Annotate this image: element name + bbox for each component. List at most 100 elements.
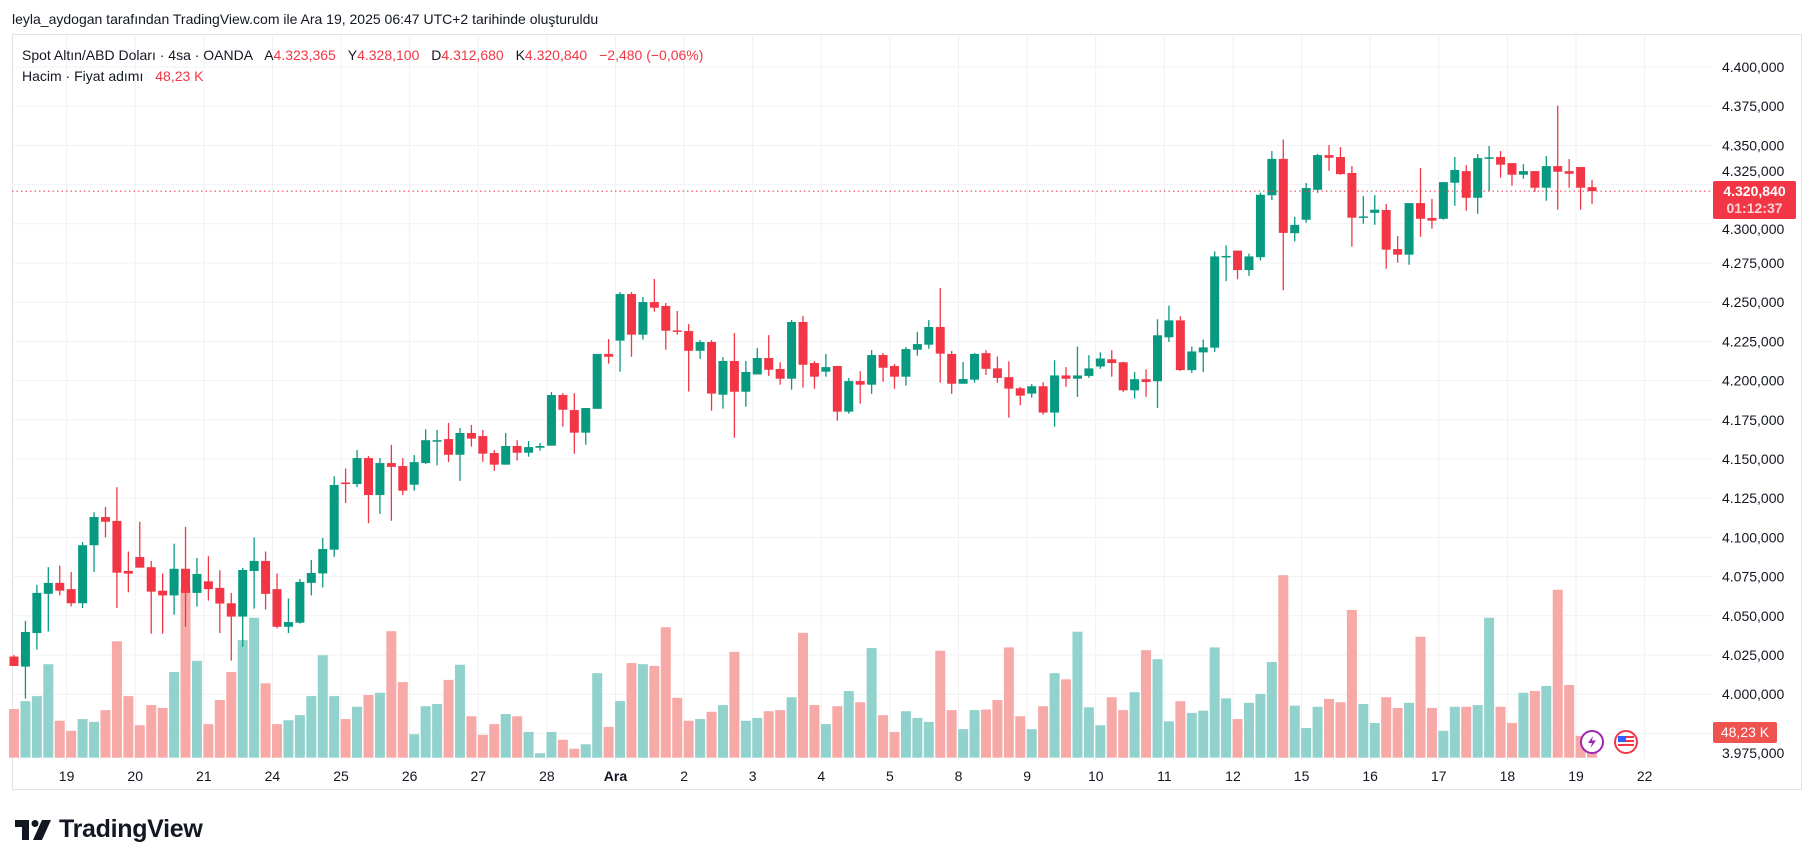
candle (192, 557, 202, 607)
candle (1198, 339, 1208, 373)
volume-bar (111, 641, 122, 758)
volume-bar (203, 724, 214, 758)
volume-bar (512, 716, 523, 758)
volume-bar (397, 682, 408, 758)
candle (1507, 163, 1517, 186)
candle (1404, 203, 1414, 265)
candle-body (283, 622, 293, 627)
volume-bar (1495, 706, 1506, 758)
candle-body (432, 440, 442, 442)
candle-body (1050, 375, 1060, 413)
tradingview-logo[interactable]: TradingView (15, 815, 203, 844)
volume-bar (1484, 617, 1495, 758)
candle (1530, 171, 1540, 192)
volume-bar (912, 717, 923, 758)
candle (1427, 199, 1437, 229)
open-value: 4.323,365 (273, 47, 336, 63)
volume-bar (866, 647, 877, 758)
candle (1553, 105, 1563, 210)
volume-bar (191, 660, 202, 758)
candle-body (1061, 375, 1071, 379)
candle-body (649, 302, 659, 308)
candle (798, 315, 808, 388)
volume-bar (1209, 647, 1220, 758)
candle-body (844, 381, 854, 412)
candle (1267, 151, 1277, 201)
candle-body (123, 570, 133, 574)
time-axis[interactable]: 19 20 21 24 25 26 27 28 Ara 2 3 4 5 8 9 10 11 12 15 16 17 18 1… (59, 768, 1653, 784)
candle-body (1553, 166, 1563, 172)
candle-body (466, 432, 476, 439)
price-tick-label: 4.275,000 (1722, 255, 1784, 271)
last-price-tag: 4.320,840 01:12:37 (1713, 181, 1796, 219)
candle-body (1370, 209, 1380, 213)
candle (718, 357, 728, 409)
volume-bar (1243, 702, 1254, 758)
candle-body (1118, 362, 1128, 391)
candle (661, 302, 671, 350)
volume-bar (1289, 705, 1300, 758)
candle-body (592, 353, 602, 409)
candle (1370, 195, 1380, 225)
candle (832, 366, 842, 421)
candle-body (1210, 256, 1220, 348)
volume-bar (1324, 698, 1335, 758)
price-tick-label: 4.325,000 (1722, 163, 1784, 179)
candle (912, 331, 922, 356)
volume-indicator-title[interactable]: Hacim · Fiyat adımı (22, 68, 144, 84)
candle (649, 278, 659, 312)
bar-countdown: 01:12:37 (1726, 200, 1783, 216)
candle-body (89, 517, 99, 546)
candle-body (272, 589, 282, 627)
open-label: A (264, 47, 274, 63)
us-flag-icon[interactable] (1614, 730, 1638, 754)
candle-body (695, 342, 705, 351)
candle-body (878, 355, 888, 368)
candle (1164, 305, 1174, 342)
volume-bar (1072, 631, 1083, 758)
price-axis[interactable]: 4.400,000 4.375,000 4.350,000 4.325,000 4.30… (1722, 59, 1784, 761)
volume-bar (763, 711, 774, 758)
volume-bar (1541, 686, 1552, 758)
candle-body (1301, 188, 1311, 220)
volume-bar (1518, 692, 1529, 758)
candle (1564, 159, 1574, 188)
volume-bar (420, 706, 431, 758)
candle-body (1530, 171, 1540, 188)
volume-bar (249, 617, 260, 758)
candle (1255, 192, 1265, 261)
candle (1027, 384, 1037, 398)
volume-bar (43, 664, 54, 758)
time-tick-label: 11 (1157, 768, 1172, 784)
volume-bar (878, 715, 889, 758)
symbol-title[interactable]: Spot Altın/ABD Doları · 4sa · OANDA (22, 47, 253, 63)
candle (55, 565, 65, 596)
volume-bar (31, 696, 42, 758)
candle (215, 570, 225, 634)
volume-bar (466, 716, 477, 758)
candle (592, 353, 602, 409)
candle-body (135, 557, 145, 568)
volume-bar (1506, 722, 1517, 758)
candle (1576, 167, 1586, 210)
candle-body (1393, 249, 1403, 255)
candle-body (1576, 167, 1586, 188)
volume-bar (1404, 702, 1415, 758)
candle-body (32, 592, 42, 634)
volume-bar (374, 692, 385, 758)
candle-body (512, 445, 522, 453)
candle-body (581, 408, 591, 433)
tradingview-logo-icon (15, 819, 51, 840)
price-tick-label: 3.975,000 (1722, 745, 1784, 761)
candle-body (867, 355, 877, 385)
candle-body (398, 466, 408, 491)
volume-bar (832, 706, 843, 758)
lightning-icon[interactable] (1580, 730, 1604, 754)
volume-bar (637, 664, 648, 758)
time-tick-label: 8 (955, 768, 963, 784)
candle (1484, 146, 1494, 192)
candle-body (947, 353, 957, 384)
time-tick-label: 2 (680, 768, 688, 784)
candle (1450, 157, 1460, 206)
